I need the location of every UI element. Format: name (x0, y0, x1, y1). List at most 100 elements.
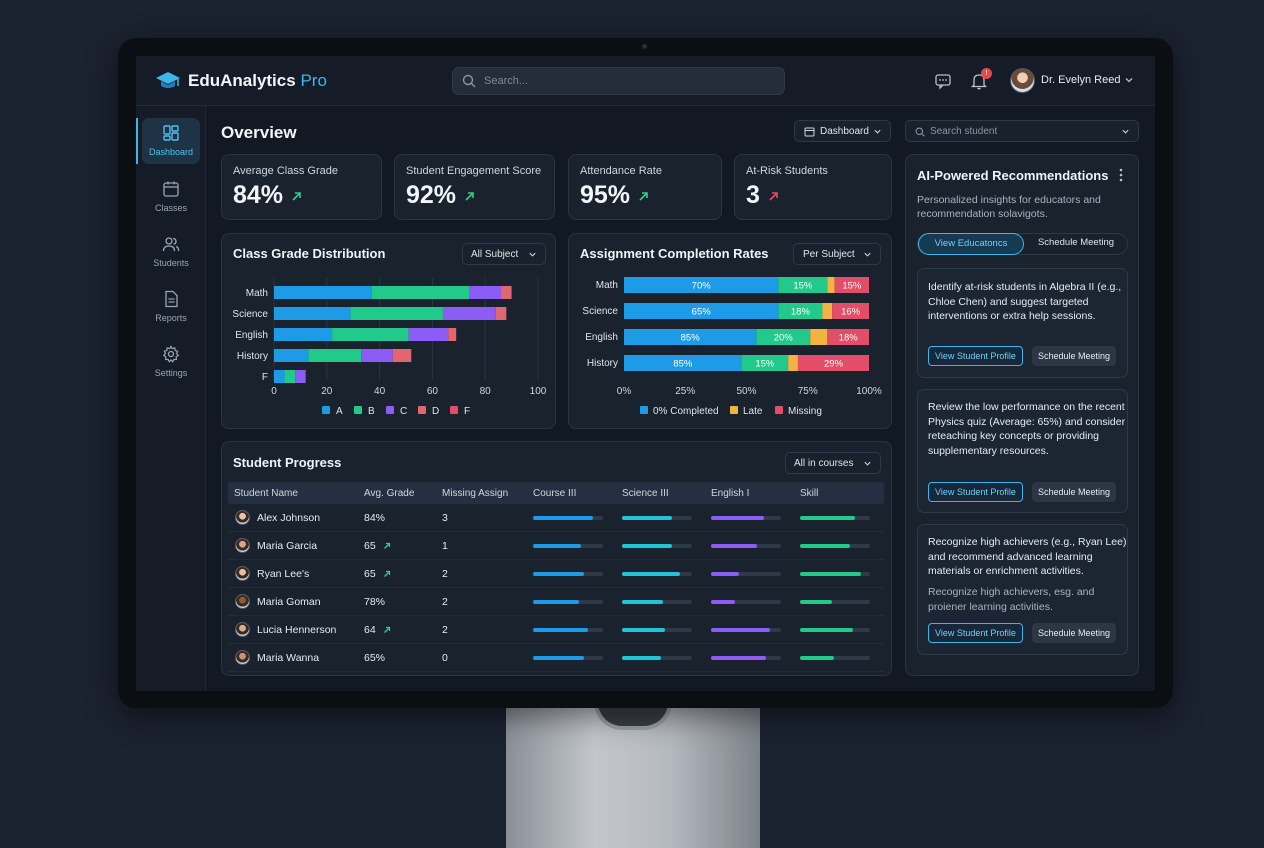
ai-tabs: View Educatoncs Schedule Meeting (917, 233, 1128, 255)
top-bar: EduAnalytics Pro Search... ! Dr. Evelyn … (136, 56, 1155, 106)
kpi-card-at-risk[interactable]: At-Risk Students 3 (734, 154, 892, 220)
progress-bar (533, 516, 603, 520)
column-header[interactable]: Course III (533, 488, 577, 499)
category-label: History (237, 351, 268, 362)
app-brand[interactable]: EduAnalytics Pro (188, 71, 327, 91)
column-header[interactable]: English I (711, 488, 750, 499)
sidebar-item-settings[interactable]: Settings (142, 339, 200, 385)
progress-bar-fill (622, 628, 666, 632)
progress-bar (711, 600, 781, 604)
search-input[interactable]: Search... (452, 67, 785, 95)
progress-bar (622, 600, 692, 604)
message-icon[interactable] (934, 72, 952, 90)
legend-swatch (418, 406, 426, 414)
legend-label: Missing (788, 406, 822, 417)
completion-rates-card: Assignment Completion Rates Per Subject … (568, 233, 892, 429)
table-row[interactable]: Ryan Lee's 65 2 (228, 560, 884, 588)
calendar-icon (804, 127, 815, 137)
app-window: EduAnalytics Pro Search... ! Dr. Evelyn … (136, 56, 1155, 691)
completion-filter-label: Per Subject (803, 249, 855, 260)
schedule-meeting-button[interactable]: Schedule Meeting (1032, 482, 1117, 502)
bar-segment (778, 277, 828, 293)
view-student-profile-button[interactable]: View Student Profile (928, 482, 1023, 502)
view-select[interactable]: Dashboard (794, 120, 891, 142)
tab-schedule-meeting[interactable]: Schedule Meeting (1037, 237, 1115, 248)
tab-view-educatoncs[interactable]: View Educatoncs (918, 233, 1024, 255)
search-icon (462, 74, 476, 88)
kpi-card-attendance[interactable]: Attendance Rate 95% (568, 154, 722, 220)
progress-bar (622, 544, 692, 548)
view-select-label: Dashboard (820, 126, 869, 137)
category-label: English (235, 330, 268, 341)
progress-bar-fill (711, 656, 766, 660)
data-label: 18% (839, 333, 859, 344)
bar-segment (834, 277, 869, 293)
bar-segment (827, 329, 869, 345)
progress-bar (533, 572, 603, 576)
progress-bar-fill (622, 544, 673, 548)
column-header[interactable]: Science III (622, 488, 669, 499)
recommendation-card: Recognize high achievers (e.g., Ryan Lee… (917, 524, 1128, 655)
missing-count: 3 (442, 512, 448, 524)
table-row[interactable]: Alex Johnson 84% 3 (228, 504, 884, 532)
table-row[interactable]: Maria Wanna 65% 0 (228, 644, 884, 672)
progress-bar-fill (711, 628, 770, 632)
kpi-card-average-grade[interactable]: Average Class Grade 84% (221, 154, 382, 220)
calendar-icon (163, 181, 179, 197)
progress-bar (711, 572, 781, 576)
x-tick-label: 40 (374, 386, 386, 397)
progress-bar (622, 628, 692, 632)
user-avatar[interactable] (1010, 68, 1035, 93)
progress-filter-select[interactable]: All in courses (785, 452, 881, 474)
progress-bar-fill (533, 628, 588, 632)
monitor-camera (642, 44, 647, 49)
progress-bar-fill (800, 628, 854, 632)
student-name: Alex Johnson (257, 512, 321, 524)
table-row[interactable]: Maria Goman 78% 2 (228, 588, 884, 616)
sidebar-item-classes[interactable]: Classes (142, 174, 200, 220)
sidebar-item-reports[interactable]: Reports (142, 284, 200, 330)
bell-icon[interactable] (970, 72, 988, 90)
completion-filter-select[interactable]: Per Subject (793, 243, 881, 265)
more-vertical-icon[interactable] (1119, 168, 1123, 182)
bar-segment (408, 328, 449, 341)
column-header[interactable]: Student Name (234, 488, 298, 499)
progress-bar-fill (800, 544, 851, 548)
progress-bar-fill (533, 516, 593, 520)
chevron-down-icon[interactable] (1124, 75, 1134, 85)
grade-distribution-card: Class Grade Distribution All Subject 0 20… (221, 233, 556, 429)
progress-bar-fill (711, 572, 739, 576)
sidebar-item-dashboard[interactable]: Dashboard (136, 118, 200, 164)
progress-bar (711, 516, 781, 520)
x-tick-label: 0 (271, 386, 277, 397)
schedule-meeting-button[interactable]: Schedule Meeting (1032, 346, 1117, 366)
recommendation-card: Review the low performance on the recent… (917, 389, 1128, 513)
table-row[interactable]: Lucia Hennerson 64 2 (228, 616, 884, 644)
bar-segment (741, 355, 789, 371)
progress-bar (711, 544, 781, 548)
kpi-card-engagement[interactable]: Student Engagement Score 92% (394, 154, 555, 220)
avg-grade: 64 (364, 624, 376, 636)
column-header[interactable]: Avg. Grade (364, 488, 415, 499)
user-name[interactable]: Dr. Evelyn Reed (1041, 74, 1121, 86)
legend-swatch (386, 406, 394, 414)
progress-bar (800, 600, 870, 604)
kpi-label: At-Risk Students (746, 165, 828, 177)
x-tick-label: 60 (427, 386, 439, 397)
view-student-profile-button[interactable]: View Student Profile (928, 346, 1023, 366)
bar-segment (788, 355, 798, 371)
category-label: Science (582, 306, 618, 317)
x-tick-label: 100% (856, 386, 882, 397)
schedule-meeting-button[interactable]: Schedule Meeting (1032, 623, 1117, 643)
student-search-select[interactable]: Search student (905, 120, 1139, 142)
column-header[interactable]: Missing Assign (442, 488, 509, 499)
sidebar-item-students[interactable]: Students (142, 229, 200, 275)
column-header[interactable]: Skill (800, 488, 819, 499)
grade-filter-select[interactable]: All Subject (462, 243, 546, 265)
kpi-value: 3 (746, 181, 760, 209)
progress-bar-fill (622, 600, 663, 604)
view-student-profile-button[interactable]: View Student Profile (928, 623, 1023, 643)
bar-segment (469, 286, 502, 299)
data-label: 65% (692, 307, 712, 318)
table-row[interactable]: Maria Garcia 65 1 (228, 532, 884, 560)
